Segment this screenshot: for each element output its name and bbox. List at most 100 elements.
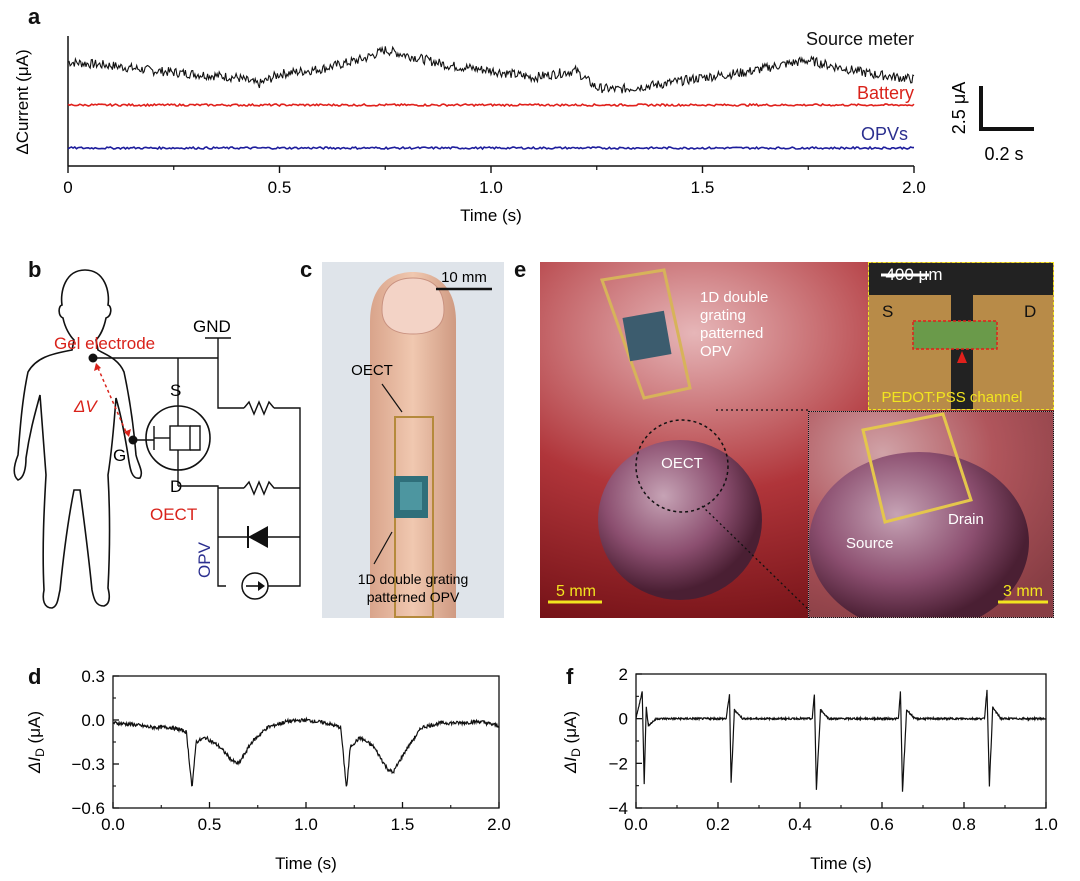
y-tick-label-d: 0.3	[81, 667, 105, 686]
chart-f: 2 0 −2 −40.0 0.2 0.4 0.6 0.8 1.0 Time (s) ΔID (μ…	[561, 665, 1058, 873]
x-tick-label-a: 0	[63, 178, 72, 197]
wire-net-left	[178, 485, 226, 587]
x-tick-label-d: 0.0	[101, 815, 125, 834]
x-tick-label-d: 2.0	[487, 815, 511, 834]
arrow-c-opv	[373, 531, 393, 565]
current-source-arrowhead	[258, 581, 265, 591]
label-g: G	[113, 446, 126, 465]
x-tick-label-f: 0.0	[624, 815, 648, 834]
label-d: D	[170, 477, 182, 496]
scalebar-inset-label: 400 μm	[885, 265, 942, 284]
oect-drain-link	[190, 425, 201, 451]
ticks-d: 0.30.0−0.3−0.60.0 0.5 1.0 1.5 2.0	[71, 667, 510, 834]
d-ylabel-main: ΔI	[25, 757, 44, 774]
label-source: Source	[846, 535, 894, 552]
opv-patch-sheen	[400, 482, 422, 510]
plot-frame-d	[112, 675, 500, 809]
x-tick-label-f: 1.0	[1034, 815, 1058, 834]
legend-opvs: OPVs	[861, 124, 908, 144]
y-tick-label-d: −0.3	[71, 755, 105, 774]
f-xlabel: Time (s)	[810, 854, 872, 873]
fingernail	[381, 277, 445, 335]
legend-battery: Battery	[857, 83, 914, 103]
label-inset-channel: PEDOT:PSS channel	[882, 389, 1023, 406]
x-ticks-a: 0 0.5 1.0 1.5 2.0	[63, 166, 926, 197]
x-tick-label-f: 0.6	[870, 815, 894, 834]
label-gel-electrode: Gel electrode	[54, 334, 155, 353]
f-ylabel-main: ΔI	[561, 757, 580, 774]
chart-d: 0.30.0−0.3−0.60.0 0.5 1.0 1.5 2.0 Time (s) Δ…	[25, 667, 511, 873]
series-battery	[67, 102, 915, 108]
label-c-oect: OECT	[351, 362, 393, 379]
x-tick-label-f: 0.8	[952, 815, 976, 834]
panel-letter-c: c	[300, 257, 313, 282]
x-tick-label-a: 1.0	[479, 178, 503, 197]
x-tick-label-d: 0.5	[198, 815, 222, 834]
label-c-opv-2: patterned OPV	[367, 589, 460, 605]
human-body-outline	[13, 269, 143, 609]
x-tick-label-f: 0.2	[706, 815, 730, 834]
x-minor-ticks-a	[173, 166, 809, 170]
scalebar-a	[979, 86, 1034, 131]
arrow-c-oect	[381, 383, 403, 413]
inset-micrograph-art	[869, 263, 1053, 409]
label-oect: OECT	[150, 505, 197, 524]
x-tick-label-a: 2.0	[902, 178, 926, 197]
zoom-device-outline	[861, 412, 973, 524]
panel-letter-e: e	[514, 257, 527, 282]
finger-annotations: 10 mm OECT 1D double grating patterned O…	[351, 269, 492, 605]
a-ylabel: ΔCurrent (μA)	[13, 49, 32, 154]
heart-annotations: 1D double grating patterned OPV OECT 5 m…	[548, 265, 1048, 612]
plot-frame-f	[635, 673, 1047, 809]
label-e-opv-1: 1D double	[700, 289, 768, 306]
scalebar-e-label: 5 mm	[556, 583, 596, 600]
channel-arrow	[957, 351, 967, 363]
ticks-f: 2 0 −2 −40.0 0.2 0.4 0.6 0.8 1.0	[609, 665, 1058, 834]
series-d	[112, 716, 500, 787]
panel-letter-a: a	[28, 4, 41, 29]
x-tick-label-a: 1.5	[691, 178, 715, 197]
x-tick-label-f: 0.4	[788, 815, 812, 834]
inset-micrograph	[868, 262, 1054, 410]
scalebar-y-label: 2.5 μA	[949, 82, 969, 134]
scalebar-c-label: 10 mm	[441, 269, 487, 286]
finger-illustration	[370, 272, 456, 618]
y-tick-label-f: −4	[609, 799, 628, 818]
y-tick-label-f: 2	[619, 665, 628, 684]
a-xlabel: Time (s)	[460, 206, 522, 225]
label-s: S	[170, 381, 181, 400]
panel-letter-d: d	[28, 664, 42, 689]
panel-letter-f: f	[566, 664, 574, 689]
diode-symbol	[248, 526, 268, 548]
y-tick-label-f: −2	[609, 754, 628, 773]
zoom-line-bottom	[701, 505, 811, 612]
series-source-meter	[67, 45, 915, 94]
delta-v-arrowhead-top	[94, 363, 101, 371]
legend-source-meter: Source meter	[806, 29, 914, 49]
f-ylabel: ΔID (μA)	[561, 711, 583, 774]
label-e-opv-3: patterned	[700, 325, 763, 342]
y-tick-label-f: 0	[619, 710, 628, 729]
finger-shape	[370, 272, 456, 618]
label-inset-d: D	[1024, 302, 1036, 321]
x-tick-label-d: 1.5	[391, 815, 415, 834]
pedot-channel	[912, 320, 998, 350]
resistor-2	[243, 480, 300, 496]
wire-net-top	[217, 358, 244, 409]
zoom-inset-art	[809, 412, 1053, 617]
heart-shape	[598, 440, 762, 600]
chart-a: 0 0.5 1.0 1.5 2.0 ΔCurrent (μA) Time (s) Sou…	[13, 29, 1034, 225]
wire-net-right	[244, 407, 301, 587]
label-inset-s: S	[882, 302, 893, 321]
f-ylabel-sub: D	[569, 748, 583, 757]
y-tick-label-d: −0.6	[71, 799, 105, 818]
opv-device	[622, 310, 672, 362]
series-f	[635, 689, 1047, 792]
label-delta-v: ΔV	[73, 397, 98, 416]
resistor-1	[243, 400, 275, 416]
series-opvs	[67, 145, 914, 151]
zoom-heart	[809, 452, 1029, 617]
x-tick-label-a: 0.5	[268, 178, 292, 197]
label-gnd: GND	[193, 317, 231, 336]
label-c-opv-1: 1D double grating	[358, 571, 469, 587]
